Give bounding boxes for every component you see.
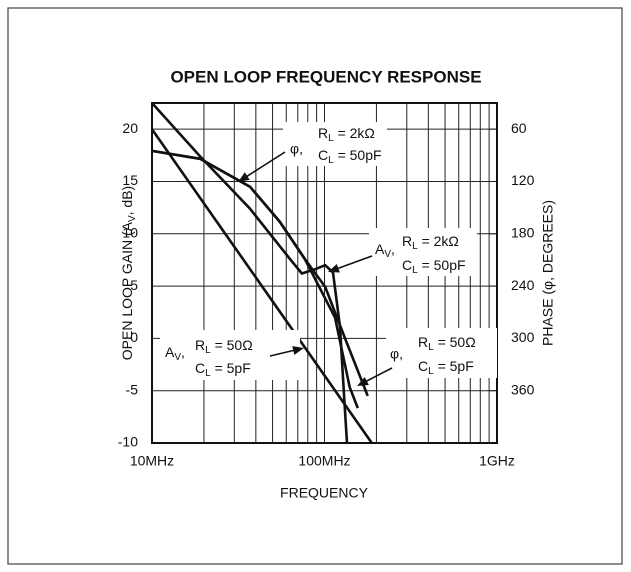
annotation-symbol: φ, (290, 141, 303, 157)
chart-title: OPEN LOOP FREQUENCY RESPONSE (170, 67, 481, 86)
y-tick-label: -5 (126, 381, 139, 397)
annotation-text: CL = 50pF (318, 147, 382, 166)
annotation-box (283, 122, 387, 166)
y-tick-label: 20 (122, 120, 138, 136)
series-line (150, 128, 373, 444)
y-tick-label: 5 (130, 277, 138, 293)
annotation-arrowhead (328, 264, 340, 273)
series-line (151, 149, 360, 409)
annotation-text: RL = 2kΩ (318, 125, 375, 144)
y-tick-label: 0 (130, 329, 138, 345)
y2-axis-label: PHASE (φ, DEGREES) (540, 200, 556, 346)
y2-tick-label: 360 (511, 381, 535, 397)
annotation-text: RL = 50Ω (418, 334, 476, 353)
x-tick-label: 100MHz (298, 453, 350, 469)
plot-border (151, 102, 498, 444)
y2-tick-label: 60 (511, 120, 527, 136)
annotation-box (369, 228, 477, 276)
y2-tick-label: 300 (511, 329, 535, 345)
y2-tick-label: 240 (511, 277, 535, 293)
annotation-text: CL = 5pF (195, 360, 251, 379)
annotation-arrow (269, 349, 296, 357)
annotation-arrow (244, 151, 286, 178)
annotation-text: CL = 5pF (418, 358, 474, 377)
annotation-arrowhead (292, 346, 304, 355)
annotation-arrowhead (238, 172, 250, 182)
annotation-box (386, 328, 497, 378)
annotation-text: RL = 50Ω (195, 337, 253, 356)
x-tick-label: 1GHz (479, 453, 515, 469)
annotation-arrow (364, 367, 393, 383)
x-axis-label: FREQUENCY (280, 485, 369, 501)
y2-tick-label: 120 (511, 172, 535, 188)
annotation-arrow (335, 255, 373, 270)
annotation-symbol: AV, (165, 344, 185, 363)
annotation-symbol: AV, (375, 241, 395, 260)
y-tick-label: 15 (122, 172, 138, 188)
x-tick-label: 10MHz (130, 453, 174, 469)
annotation-text: RL = 2kΩ (402, 233, 459, 252)
y-axis-label: OPEN LOOP GAIN (AV, dB) (119, 186, 138, 360)
y-tick-label: 10 (122, 224, 138, 240)
y-tick-label: -10 (118, 434, 138, 450)
annotation-symbol: φ, (390, 346, 403, 362)
y2-tick-label: 180 (511, 224, 535, 240)
annotation-text: CL = 50pF (402, 257, 466, 276)
annotation-arrowhead (357, 376, 369, 386)
